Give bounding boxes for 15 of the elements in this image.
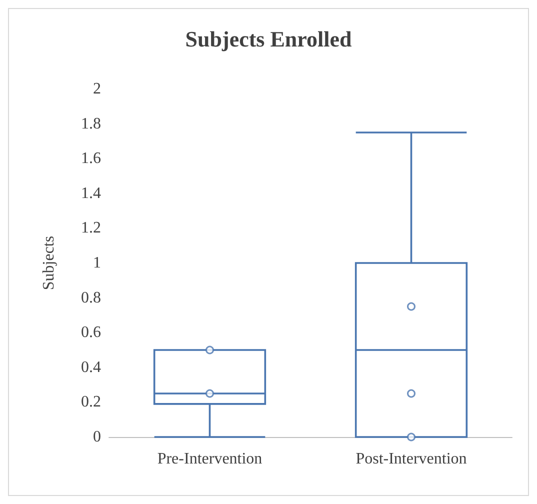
y-tick-label: 1.2 (81, 220, 101, 237)
y-tick-label: 0.6 (81, 324, 101, 342)
y-tick-label: 0.8 (81, 289, 101, 306)
y-tick-label: 1.4 (81, 184, 101, 202)
y-tick-label: 0.4 (81, 358, 101, 376)
chart-title: Subjects Enrolled (185, 26, 352, 52)
x-tick-label: Post-Intervention (356, 450, 467, 468)
y-tick-label: 0 (93, 428, 101, 446)
y-axis-title: Subjects (40, 236, 58, 290)
y-tick-label: 1.6 (81, 150, 101, 168)
y-tick-label: 1 (93, 254, 101, 272)
y-tick-label: 0.2 (81, 394, 101, 411)
y-tick-label: 1.8 (81, 115, 101, 132)
x-tick-label: Pre-Intervention (157, 450, 262, 468)
y-tick-label: 2 (93, 80, 101, 98)
